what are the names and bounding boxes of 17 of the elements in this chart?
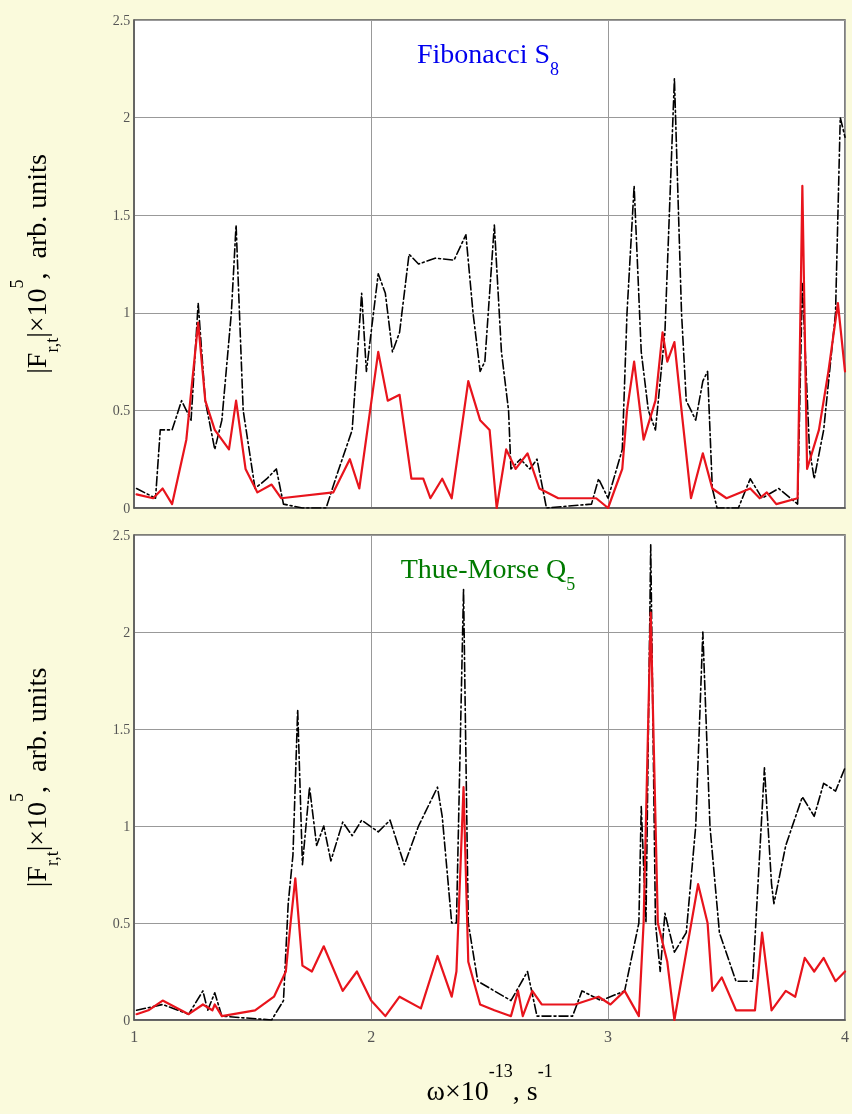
y-tick-label: 1.5 (112, 207, 131, 223)
y-tick-label: 2.5 (112, 12, 131, 28)
y-tick-label: 2 (123, 110, 131, 126)
x-tick-label: 2 (367, 1027, 376, 1045)
y-tick-label: 2.5 (112, 527, 131, 543)
y-tick-label: 1 (123, 305, 131, 321)
y-tick-label: 2 (123, 624, 131, 640)
y-tick-label: 0 (123, 500, 131, 516)
y-axis-title: |Fr,t|×105, arb. units (7, 154, 63, 374)
y-tick-label: 1 (123, 818, 131, 834)
y-tick-label: 0 (123, 1012, 131, 1028)
y-tick-label: 0.5 (112, 915, 131, 931)
y-tick-label: 1.5 (112, 721, 131, 737)
x-tick-label: 3 (604, 1027, 613, 1045)
y-tick-label: 0.5 (112, 402, 131, 418)
y-axis-title: |Fr,t|×105, arb. units (7, 667, 63, 888)
x-tick-label: 4 (841, 1027, 849, 1045)
